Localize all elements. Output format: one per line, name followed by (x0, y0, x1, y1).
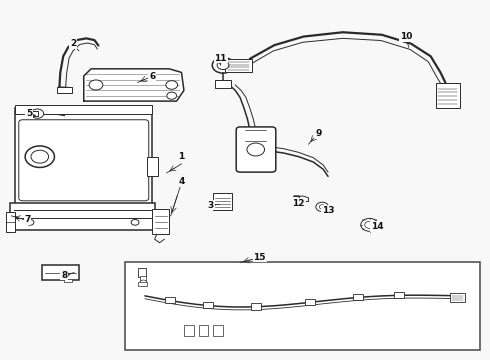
Bar (394, 292, 404, 298)
Circle shape (131, 220, 139, 225)
Circle shape (361, 219, 378, 231)
Bar (251, 303, 261, 310)
Text: 2: 2 (70, 39, 76, 48)
Polygon shape (84, 69, 184, 101)
Circle shape (247, 143, 265, 156)
Circle shape (25, 146, 54, 167)
Circle shape (365, 221, 374, 228)
Text: 6: 6 (149, 72, 155, 81)
Bar (138, 268, 147, 277)
Circle shape (316, 202, 329, 212)
Bar (57, 87, 72, 93)
Bar (15, 105, 152, 114)
Circle shape (319, 205, 325, 209)
Circle shape (166, 81, 177, 89)
Circle shape (217, 61, 229, 69)
Circle shape (212, 57, 234, 73)
Bar (305, 299, 315, 305)
Bar (15, 108, 152, 205)
Bar (203, 302, 213, 309)
Text: 12: 12 (293, 199, 305, 208)
Bar (225, 59, 252, 72)
Bar (213, 325, 223, 336)
Text: 10: 10 (400, 32, 413, 41)
Bar (184, 325, 194, 336)
Text: 5: 5 (26, 109, 32, 118)
Circle shape (31, 150, 49, 163)
Bar (29, 111, 38, 116)
Bar (215, 80, 231, 88)
Text: 8: 8 (61, 270, 67, 279)
Bar (42, 265, 79, 280)
Circle shape (31, 109, 44, 118)
Text: 7: 7 (24, 215, 31, 224)
Bar (436, 83, 460, 108)
Text: 9: 9 (315, 129, 321, 138)
Text: 1: 1 (178, 152, 185, 161)
Bar (5, 212, 15, 232)
Circle shape (26, 220, 34, 225)
Text: 4: 4 (178, 177, 185, 186)
Bar (138, 282, 147, 286)
Bar (10, 203, 155, 230)
Bar (450, 293, 465, 302)
Circle shape (89, 80, 103, 90)
Bar (147, 157, 158, 176)
Circle shape (167, 92, 176, 99)
Bar (140, 276, 146, 281)
Text: 13: 13 (322, 206, 334, 215)
Bar (198, 325, 208, 336)
Text: 11: 11 (214, 54, 227, 63)
Text: 3: 3 (208, 201, 214, 210)
FancyBboxPatch shape (19, 120, 149, 201)
Text: 14: 14 (370, 222, 383, 231)
Circle shape (140, 280, 147, 285)
Bar (125, 262, 480, 350)
Bar (165, 297, 175, 303)
Bar (64, 279, 72, 282)
Text: 15: 15 (253, 253, 266, 262)
Bar (353, 294, 363, 300)
Bar (152, 209, 169, 234)
Bar (213, 193, 232, 211)
FancyBboxPatch shape (236, 127, 276, 172)
